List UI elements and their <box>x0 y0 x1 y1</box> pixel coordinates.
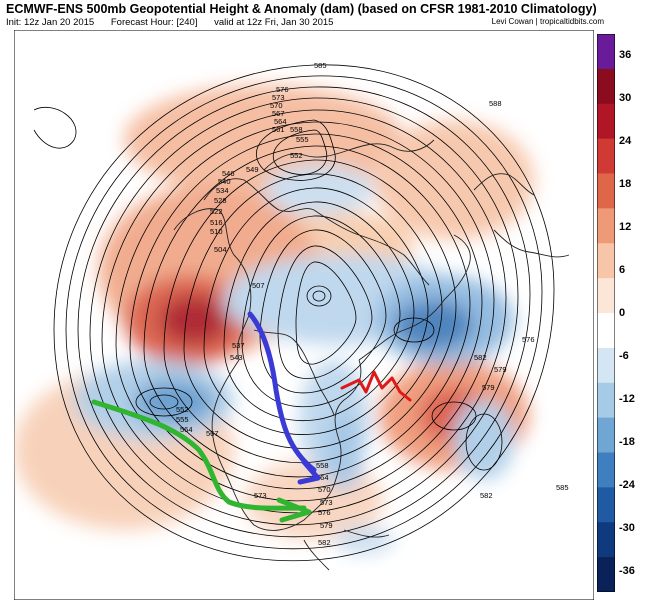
colorbar-tick-label: 18 <box>619 178 632 191</box>
contour-label: 576 <box>276 85 289 94</box>
colorbar-segment <box>597 487 615 523</box>
colorbar-segment <box>597 34 615 70</box>
init-time: Init: 12z Jan 20 2015 <box>6 17 95 28</box>
colorbar-segment <box>597 522 615 558</box>
contour-label: 579 <box>482 383 495 392</box>
colorbar-segment <box>597 452 615 488</box>
contour-label: 570 <box>270 101 283 110</box>
colorbar-tick-label: -30 <box>619 521 635 534</box>
colorbar-segment <box>597 103 615 140</box>
hemisphere-map: 585 576 573 570 567 564 561 558 555 552 … <box>14 30 594 600</box>
contour-label: 567 <box>206 429 219 438</box>
contour-label: 510 <box>210 227 223 236</box>
colorbar-labels: 36 30 24 18 12 6 0 -6 -12 -18 -24 -30 -36 <box>619 34 645 592</box>
contour-label: 588 <box>489 99 502 108</box>
forecast-hour: Forecast Hour: [240] <box>110 17 198 28</box>
contour-label: 540 <box>218 177 231 186</box>
blue-arrow <box>247 311 321 485</box>
contour-label: 552 <box>290 151 303 160</box>
contour-label: 543 <box>230 353 243 362</box>
contour-label: 534 <box>216 186 229 195</box>
colorbar-segment <box>597 173 615 209</box>
contour-label: 579 <box>320 521 333 530</box>
contour-label: 507 <box>252 281 265 290</box>
contour-label: 558 <box>316 461 329 470</box>
contour-label: 582 <box>318 538 331 547</box>
colorbar <box>597 34 615 592</box>
colorbar-segment <box>597 382 615 419</box>
contour-label: 522 <box>210 207 223 216</box>
green-arrow <box>91 399 312 523</box>
valid-time: valid at 12z Fri, Jan 30 2015 <box>214 17 334 28</box>
colorbar-tick-label: -18 <box>619 435 635 448</box>
contour-label: 576 <box>318 508 331 517</box>
red-zigzag <box>340 370 412 402</box>
contour-label: 558 <box>290 125 303 134</box>
contour-label: 555 <box>296 135 309 144</box>
height-contours <box>33 64 555 562</box>
contour-label: 573 <box>272 93 285 102</box>
contour-label: 504 <box>214 245 227 254</box>
contour-label: 570 <box>318 485 331 494</box>
colorbar-segment <box>597 138 615 174</box>
colorbar-segment <box>597 313 615 349</box>
contour-label: 573 <box>254 491 267 500</box>
colorbar-tick-label: -24 <box>619 478 635 491</box>
contour-label: 561 <box>272 125 285 134</box>
contour-label: 579 <box>494 365 507 374</box>
colorbar-segment <box>597 278 615 314</box>
contour-label: 564 <box>316 473 329 482</box>
contour-label: 516 <box>210 218 223 227</box>
contour-label: 576 <box>522 335 535 344</box>
map-title: ECMWF-ENS 500mb Geopotential Height & An… <box>6 2 597 16</box>
colorbar-segment <box>597 557 615 592</box>
contour-label: 564 <box>180 425 193 434</box>
contour-label: 546 <box>222 169 235 178</box>
colorbar-segment <box>597 243 615 279</box>
credit: Levi Cowan | tropicaltidbits.com <box>491 17 604 26</box>
colorbar-tick-label: 30 <box>619 92 632 105</box>
contour-label: 582 <box>474 353 487 362</box>
contour-label: 528 <box>214 196 227 205</box>
colorbar-tick-label: -36 <box>619 564 635 577</box>
contour-label: 582 <box>480 491 493 500</box>
colorbar-segment <box>597 68 615 105</box>
coastlines <box>173 139 570 571</box>
anomaly-shading <box>14 85 534 554</box>
colorbar-tick-label: -12 <box>619 392 635 405</box>
contour-label: 552 <box>176 405 189 414</box>
colorbar-segment <box>597 347 615 384</box>
contour-label: 549 <box>246 165 259 174</box>
contour-label: 555 <box>176 415 189 424</box>
contour-label: 585 <box>556 483 569 492</box>
contour-labels: 585 576 573 570 567 564 561 558 555 552 … <box>176 61 569 547</box>
colorbar-tick-label: 36 <box>619 49 632 62</box>
contour-label: 567 <box>272 109 285 118</box>
colorbar-tick-label: 12 <box>619 221 632 234</box>
colorbar-tick-label: 0 <box>619 307 626 319</box>
colorbar-segment <box>597 417 615 453</box>
colorbar-tick-label: 6 <box>619 264 626 277</box>
colorbar-tick-label: 24 <box>619 135 632 148</box>
colorbar-tick-label: -6 <box>619 349 629 362</box>
colorbar-segment <box>597 208 615 244</box>
map-subtitle: Init: 12z Jan 20 2015 Forecast Hour: [24… <box>6 17 347 28</box>
contour-label: 585 <box>314 61 327 70</box>
contour-label: 564 <box>274 117 287 126</box>
contour-label: 573 <box>320 498 333 507</box>
contour-label: 537 <box>232 341 245 350</box>
